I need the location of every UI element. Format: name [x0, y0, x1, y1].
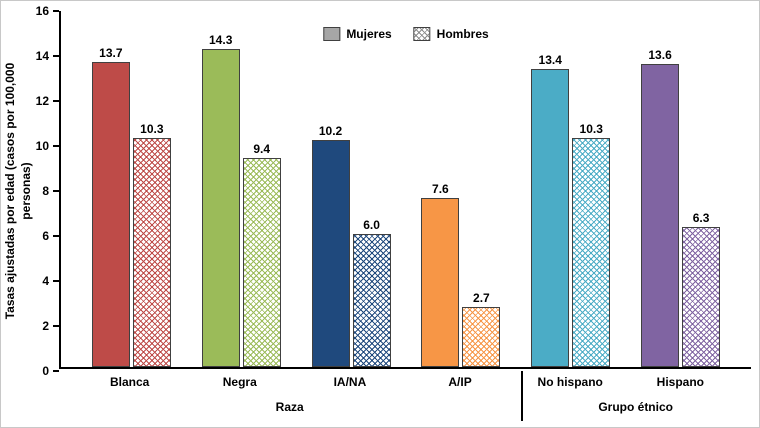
section-label-grupo-etnico: Grupo étnico — [598, 400, 673, 414]
y-tick: 6 — [42, 229, 59, 243]
bar-value-label: 6.0 — [363, 217, 380, 232]
y-tick-mark — [53, 325, 59, 327]
section-divider-line — [521, 371, 523, 421]
legend-swatch-hombres — [413, 27, 431, 41]
legend: Mujeres Hombres — [323, 27, 489, 41]
bar-value-label: 10.3 — [140, 121, 164, 136]
y-tick-mark — [53, 190, 59, 192]
legend-item-mujeres: Mujeres — [323, 27, 392, 41]
bar-group: 13.4 10.3 — [531, 11, 611, 367]
y-tick-label: 2 — [42, 319, 49, 333]
bar-group: 7.6 2.7 — [421, 11, 501, 367]
y-tick: 10 — [36, 139, 59, 153]
x-category-label: A/IP — [448, 375, 472, 389]
bar-hombres: 6.3 — [682, 211, 721, 367]
y-tick: 0 — [42, 364, 59, 378]
legend-label-hombres: Hombres — [436, 27, 489, 41]
y-tick: 12 — [36, 94, 59, 108]
bar-group: 13.6 6.3 — [641, 11, 721, 367]
bars-container: 13.7 10.3 14.3 9.4 10.2 6.0 7.6 2.7 13.4 10.3 13.6… — [61, 11, 751, 367]
y-tick-mark — [53, 100, 59, 102]
legend-item-hombres: Hombres — [413, 27, 489, 41]
bar-mujeres: 13.6 — [641, 48, 680, 367]
x-category-label: No hispano — [537, 375, 603, 389]
bar-mujeres: 14.3 — [201, 33, 240, 367]
bar-value-label: 10.2 — [318, 124, 343, 139]
bar-value-label: 9.4 — [253, 141, 271, 156]
x-category-label: IA/NA — [333, 375, 367, 389]
bar-hombres: 10.3 — [132, 122, 171, 367]
x-category-label: Negra — [222, 375, 257, 389]
y-tick: 16 — [36, 4, 59, 18]
bar-value-label: 6.3 — [692, 210, 710, 225]
bar-value-label: 10.3 — [579, 121, 603, 136]
y-tick-label: 16 — [35, 4, 49, 18]
y-tick-mark — [53, 10, 59, 12]
y-tick-mark — [53, 55, 59, 57]
bar-mujeres: 10.2 — [311, 124, 350, 367]
y-tick-label: 0 — [42, 364, 49, 378]
x-category-label: Blanca — [109, 375, 150, 389]
bar-value-label: 2.7 — [473, 290, 490, 305]
y-tick: 4 — [42, 274, 59, 288]
y-tick-mark — [53, 280, 59, 282]
y-tick-label: 10 — [35, 139, 49, 153]
y-tick-label: 4 — [42, 274, 49, 288]
y-tick: 14 — [36, 49, 59, 63]
bar-hombres: 10.3 — [572, 122, 611, 367]
bar-value-label: 14.3 — [209, 32, 233, 47]
x-axis-category-labels: Blanca Negra IA/NA A/IP No hispano Hispano — [59, 375, 751, 389]
bar-mujeres: 7.6 — [421, 182, 460, 367]
legend-label-mujeres: Mujeres — [346, 27, 392, 41]
y-axis: 0 2 4 6 8 10 12 14 16 — [1, 4, 59, 378]
y-tick-label: 6 — [42, 229, 49, 243]
x-axis-section-labels: Raza Grupo étnico — [59, 400, 751, 414]
bar-mujeres: 13.7 — [91, 46, 130, 367]
legend-swatch-mujeres — [323, 27, 341, 41]
plot-area: 13.7 10.3 14.3 9.4 10.2 6.0 7.6 2.7 13.4 10.3 13.6… — [59, 11, 751, 369]
bar-mujeres: 13.4 — [531, 53, 570, 367]
y-tick: 8 — [42, 184, 59, 198]
y-tick-label: 8 — [42, 184, 49, 198]
bar-value-label: 7.6 — [432, 181, 449, 196]
y-tick-mark — [53, 145, 59, 147]
bar-group: 10.2 6.0 — [311, 11, 391, 367]
y-tick: 2 — [42, 319, 59, 333]
section-label-raza: Raza — [275, 400, 304, 414]
x-category-label: Hispano — [656, 375, 705, 389]
bar-group: 14.3 9.4 — [201, 11, 281, 367]
bar-hombres: 6.0 — [352, 218, 391, 367]
y-tick-mark — [53, 235, 59, 237]
bar-group: 13.7 10.3 — [91, 11, 171, 367]
bar-hombres: 9.4 — [242, 142, 281, 367]
bar-value-label: 13.6 — [648, 48, 672, 63]
y-tick-mark — [53, 370, 59, 372]
y-tick-label: 12 — [35, 94, 49, 108]
y-tick-label: 14 — [35, 49, 49, 63]
bar-value-label: 13.4 — [538, 52, 562, 67]
bar-hombres: 2.7 — [462, 291, 501, 367]
bar-value-label: 13.7 — [99, 46, 123, 61]
